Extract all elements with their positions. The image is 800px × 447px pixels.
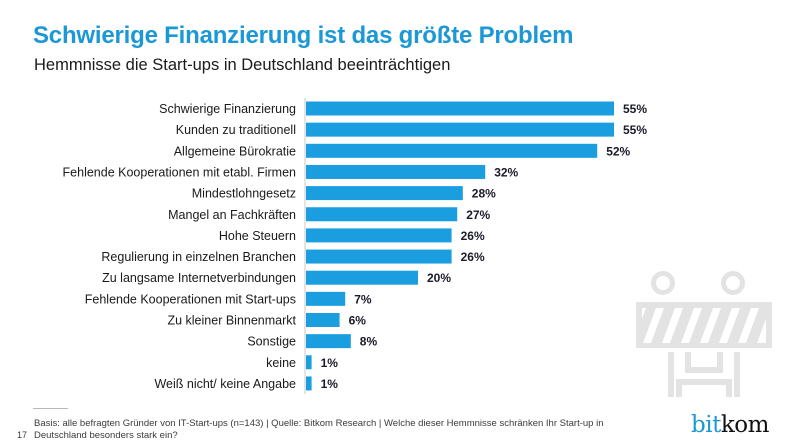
category-label: Weiß nicht/ keine Angabe: [154, 377, 296, 391]
value-label: 7%: [354, 292, 372, 306]
value-label: 26%: [461, 229, 485, 243]
bitkom-logo: bitkom: [691, 412, 769, 438]
bar: [306, 143, 598, 158]
page-number: 17: [17, 430, 28, 440]
value-label: 32%: [494, 165, 518, 179]
bar: [306, 164, 486, 179]
category-label: Kunden zu traditionell: [176, 123, 296, 137]
bar: [306, 186, 463, 201]
category-label: Hohe Steuern: [219, 229, 296, 243]
footnote: Basis: alle befragten Gründer von IT-Sta…: [34, 418, 604, 441]
barrier-board: [636, 302, 772, 348]
value-label: 1%: [321, 356, 339, 370]
bar: [306, 334, 351, 349]
category-label: Fehlende Kooperationen mit etabl. Firmen: [63, 165, 297, 179]
bar: [306, 355, 312, 370]
value-label: 1%: [321, 377, 339, 391]
bar: [306, 249, 452, 264]
category-label: Allgemeine Bürokratie: [174, 144, 296, 158]
logo-part-kom: kom: [720, 412, 770, 438]
bar: [306, 376, 312, 391]
category-label: Fehlende Kooperationen mit Start-ups: [85, 292, 296, 306]
value-label: 6%: [349, 314, 367, 328]
value-label: 20%: [427, 271, 451, 285]
category-label: Sonstige: [247, 335, 296, 349]
chart-title: Schwierige Finanzierung ist das größte P…: [33, 22, 574, 49]
category-label: Schwierige Finanzierung: [159, 102, 296, 116]
category-label: Zu kleiner Binnenmarkt: [167, 314, 296, 328]
barrier-lamp-right: [721, 271, 745, 295]
category-label: Regulierung in einzelnen Branchen: [101, 250, 296, 264]
bar: [306, 228, 452, 243]
bar: [306, 270, 418, 285]
footnote-divider: [33, 408, 68, 409]
logo-part-bit: bit: [691, 412, 721, 438]
bar: [306, 313, 340, 327]
value-label: 28%: [472, 187, 496, 201]
bar: [306, 101, 614, 116]
bar: [306, 291, 346, 306]
value-label: 8%: [360, 335, 378, 349]
chart-subtitle: Hemmnisse die Start-ups in Deutschland b…: [34, 56, 451, 74]
value-label: 55%: [623, 102, 647, 116]
category-label: Mindestlohngesetz: [192, 187, 296, 201]
category-label: keine: [266, 356, 296, 370]
value-label: 55%: [623, 123, 647, 137]
category-label: Zu langsame Internetverbindungen: [102, 271, 296, 285]
bar: [306, 122, 614, 137]
value-label: 27%: [466, 208, 490, 222]
road-barrier-icon: [636, 271, 772, 397]
bar: [306, 207, 458, 222]
barrier-lamp-left: [651, 271, 675, 295]
value-label: 52%: [606, 144, 630, 158]
barrier-stand: [668, 352, 740, 397]
category-label: Mangel an Fachkräften: [168, 208, 296, 222]
value-label: 26%: [461, 250, 485, 264]
